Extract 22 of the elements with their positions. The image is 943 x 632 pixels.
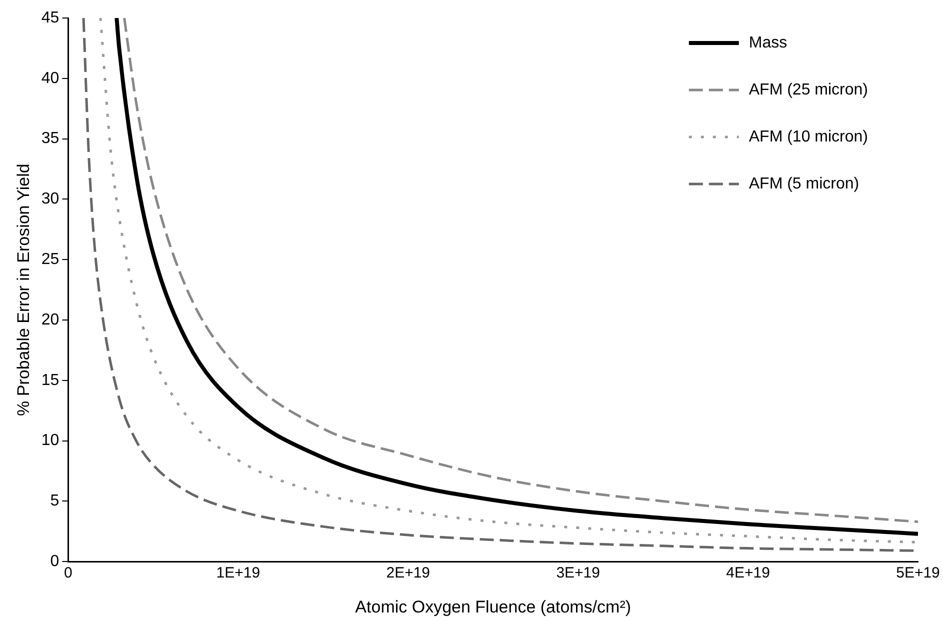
y-tick-label: 35: [41, 130, 60, 148]
legend-label: Mass: [748, 34, 788, 52]
y-tick-label: 30: [41, 190, 60, 208]
y-tick-label: 0: [50, 553, 60, 570]
x-tick-label: 4E+19: [726, 564, 770, 582]
y-tick-label: 10: [41, 432, 60, 450]
legend-label: AFM (5 micron): [748, 175, 860, 192]
y-tick-label: 40: [41, 70, 60, 87]
y-tick-label: 15: [41, 372, 60, 389]
x-tick-label: 2E+19: [386, 564, 430, 582]
y-tick-label: 5: [50, 492, 60, 510]
x-tick-label: 1E+19: [216, 564, 260, 582]
y-tick-label: 45: [41, 9, 60, 26]
y-tick-label: 25: [41, 251, 60, 268]
legend-label: AFM (25 micron): [748, 81, 868, 98]
y-axis-title: % Probable Error in Erosion Yield: [14, 164, 33, 416]
x-axis-title: Atomic Oxygen Fluence (atoms/cm²): [355, 597, 632, 616]
x-tick-label: 5E+19: [896, 564, 940, 582]
legend-label: AFM (10 micron): [748, 128, 868, 146]
x-tick-label: 0: [64, 564, 72, 582]
y-tick-label: 20: [41, 311, 60, 328]
x-tick-label: 3E+19: [556, 564, 600, 582]
